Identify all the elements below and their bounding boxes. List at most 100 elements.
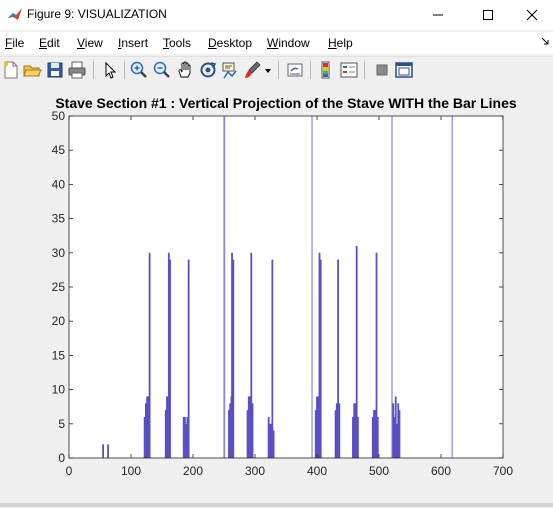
menu-tools-label: ools xyxy=(169,36,192,50)
save-icon[interactable] xyxy=(45,60,65,80)
x-tick-label: 300 xyxy=(245,464,265,478)
bar xyxy=(314,410,317,458)
bar xyxy=(224,116,226,458)
ticks-group: 0 100 200 300 400 500 600 700 0 5 10 15 20 25 30 35 40 45… xyxy=(52,109,514,478)
bar xyxy=(318,252,321,458)
dock-arrow-icon[interactable] xyxy=(541,37,549,45)
insert-legend-icon[interactable] xyxy=(339,60,359,80)
menu-help-mnemonic: H xyxy=(328,36,337,50)
bar xyxy=(373,410,375,458)
open-file-icon[interactable] xyxy=(22,60,42,80)
menu-edit[interactable]: Edit xyxy=(39,36,60,50)
bar xyxy=(338,403,341,458)
menu-insert[interactable]: Insert xyxy=(118,36,148,50)
bar xyxy=(394,396,397,458)
menu-file-label: ile xyxy=(12,36,25,50)
x-tick-label: 600 xyxy=(431,464,451,478)
menu-tools[interactable]: Tools xyxy=(163,36,191,50)
menu-file[interactable]: File xyxy=(5,36,24,50)
bar xyxy=(392,403,395,458)
close-icon xyxy=(526,9,538,21)
bar xyxy=(375,252,378,458)
bar xyxy=(354,403,357,458)
brush-dropdown-icon[interactable] xyxy=(265,69,271,73)
new-figure-icon[interactable] xyxy=(1,60,21,80)
y-tick-label: 20 xyxy=(52,314,66,328)
bar xyxy=(232,259,235,458)
menu-desktop-label: esktop xyxy=(216,36,253,50)
menu-view-label: iew xyxy=(84,36,103,50)
show-plot-tools-icon[interactable] xyxy=(394,60,414,80)
bar xyxy=(271,259,274,458)
window-title: Figure 9: VISUALIZATION xyxy=(27,7,167,21)
minimize-icon xyxy=(433,14,443,16)
bar xyxy=(311,116,313,458)
axes-background[interactable] xyxy=(69,116,503,458)
bar xyxy=(250,252,253,458)
bar xyxy=(393,416,396,458)
menu-edit-mnemonic: E xyxy=(39,36,48,50)
bar xyxy=(169,259,171,458)
bar xyxy=(246,410,249,458)
bar xyxy=(397,403,400,458)
bar xyxy=(147,396,150,458)
bar xyxy=(164,410,167,458)
bar xyxy=(355,245,358,458)
bar xyxy=(185,423,188,458)
window-bottom-edge xyxy=(0,503,553,507)
bar xyxy=(376,416,379,458)
rotate-3d-icon[interactable] xyxy=(198,60,218,80)
title-bar: Figure 9: VISUALIZATION xyxy=(0,0,553,30)
bar xyxy=(272,430,275,458)
menu-help[interactable]: Help xyxy=(328,36,353,50)
bar xyxy=(251,403,254,458)
bar xyxy=(186,416,189,458)
y-tick-label: 10 xyxy=(52,383,66,397)
print-icon[interactable] xyxy=(67,60,87,80)
y-tick-label: 25 xyxy=(52,280,66,294)
bar xyxy=(357,416,359,458)
bar xyxy=(396,423,398,458)
bar xyxy=(374,410,377,458)
y-tick-label: 30 xyxy=(52,246,66,260)
bar xyxy=(223,116,225,458)
bar xyxy=(143,416,146,458)
bar xyxy=(102,444,104,458)
bar xyxy=(335,403,338,458)
brush-icon[interactable] xyxy=(242,60,262,80)
menu-window[interactable]: Window xyxy=(267,36,310,50)
bar xyxy=(267,416,270,458)
menu-view[interactable]: View xyxy=(77,36,103,50)
y-tick-label: 5 xyxy=(58,417,65,431)
insert-colorbar-icon[interactable] xyxy=(316,60,336,80)
figure-toolbar xyxy=(0,56,553,84)
close-button[interactable] xyxy=(509,0,553,30)
y-tick-label: 35 xyxy=(52,212,66,226)
bar xyxy=(228,410,230,458)
menu-edit-label: dit xyxy=(47,36,60,50)
x-tick-label: 200 xyxy=(183,464,203,478)
menu-desktop[interactable]: Desktop xyxy=(208,36,252,50)
bar xyxy=(270,423,273,458)
bar xyxy=(371,416,374,458)
hide-plot-tools-icon[interactable] xyxy=(372,60,392,80)
minimize-button[interactable] xyxy=(415,0,461,30)
menu-tools-mnemonic: T xyxy=(163,36,169,50)
bar xyxy=(268,423,271,458)
link-plot-icon[interactable] xyxy=(285,60,305,80)
bar xyxy=(334,410,337,458)
bars-group xyxy=(102,116,453,458)
menu-view-mnemonic: V xyxy=(77,36,85,50)
x-tick-label: 700 xyxy=(493,464,513,478)
figure-canvas: 0 100 200 300 400 500 600 700 0 5 10 15 20 25 30 35 40 45… xyxy=(0,83,553,503)
bar xyxy=(398,410,401,458)
data-cursor-icon[interactable] xyxy=(220,60,240,80)
y-tick-label: 45 xyxy=(52,143,66,157)
bar xyxy=(317,396,320,458)
zoom-out-icon[interactable] xyxy=(152,60,172,80)
maximize-button[interactable] xyxy=(465,0,511,30)
edit-plot-icon[interactable] xyxy=(100,60,120,80)
pan-icon[interactable] xyxy=(175,60,195,80)
zoom-in-icon[interactable] xyxy=(129,60,149,80)
x-tick-label: 400 xyxy=(307,464,327,478)
